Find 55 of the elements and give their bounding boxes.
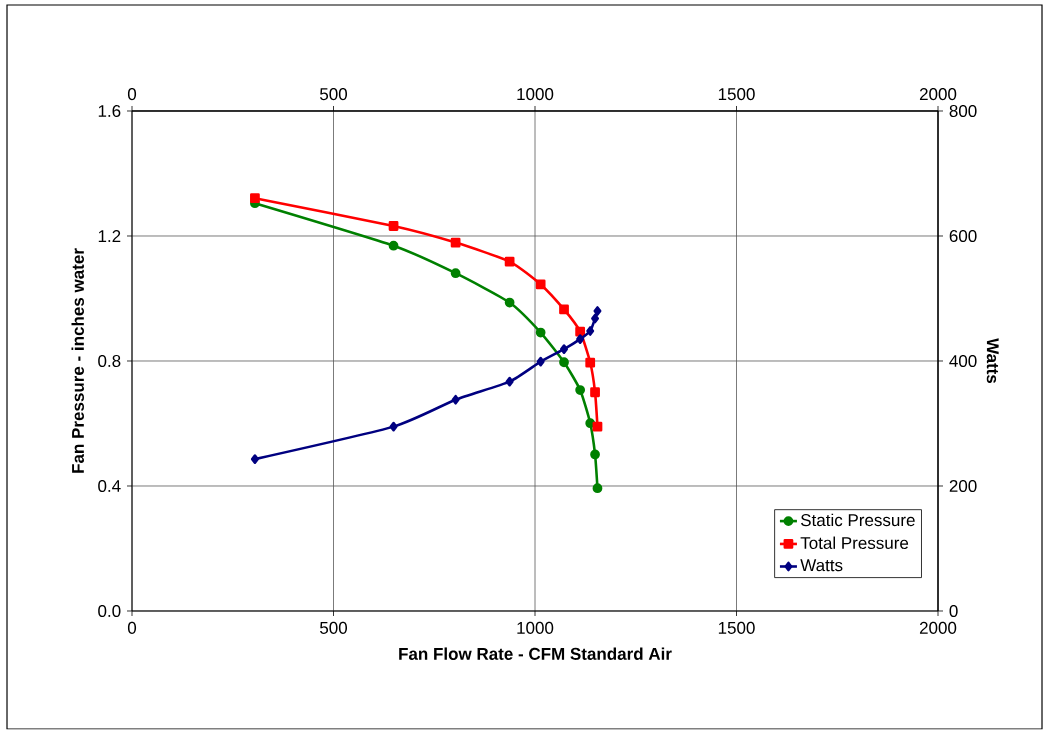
y-axis-title: Fan Pressure - inches water xyxy=(71,248,84,473)
point xyxy=(585,357,596,368)
point xyxy=(450,237,461,248)
point xyxy=(585,418,596,429)
point xyxy=(250,193,260,204)
point xyxy=(592,483,603,494)
legend-label: Static Pressure xyxy=(800,513,915,527)
y2-tick-label: 200 xyxy=(949,480,977,493)
y-tick-label: 1.2 xyxy=(98,230,121,243)
x2-tick-label: 500 xyxy=(320,88,348,101)
point xyxy=(535,327,546,338)
point xyxy=(389,421,398,432)
point xyxy=(591,313,600,324)
y2-tick-label: 400 xyxy=(949,355,977,368)
point xyxy=(559,304,569,315)
y-tick-label: 1.6 xyxy=(98,105,121,118)
point xyxy=(586,326,595,337)
point xyxy=(575,385,586,396)
point xyxy=(576,334,585,345)
y2-axis-title: Watts xyxy=(986,338,999,384)
point xyxy=(590,387,600,398)
point xyxy=(450,268,461,279)
point xyxy=(590,449,600,460)
point xyxy=(505,376,514,387)
y-tick-label: 0.8 xyxy=(98,355,121,368)
point xyxy=(560,344,569,355)
y2-tick-label: 0 xyxy=(949,605,958,618)
point xyxy=(575,326,586,337)
x-tick-label: 500 xyxy=(320,622,348,635)
point xyxy=(250,454,259,465)
x2-tick-label: 0 xyxy=(127,88,137,101)
legend-label: Total Pressure xyxy=(800,536,909,550)
point xyxy=(504,256,515,267)
x-tick-label: 2000 xyxy=(919,622,957,635)
point xyxy=(451,395,460,405)
y2-tick-label: 600 xyxy=(949,230,977,243)
point xyxy=(536,356,545,367)
x-tick-label: 1000 xyxy=(517,622,554,635)
point xyxy=(388,221,399,232)
y2-tick-label: 800 xyxy=(949,105,977,118)
x-axis-title: Fan Flow Rate - CFM Standard Air xyxy=(399,647,672,661)
point xyxy=(535,279,546,290)
point xyxy=(592,421,603,432)
point xyxy=(504,297,515,308)
y-tick-label: 0.0 xyxy=(98,605,121,618)
x2-tick-label: 1000 xyxy=(517,88,554,101)
y-tick-label: 0.4 xyxy=(98,480,121,493)
x2-tick-label: 1500 xyxy=(718,88,755,101)
x-tick-label: 1500 xyxy=(718,622,755,635)
x2-tick-label: 2000 xyxy=(919,88,957,101)
point xyxy=(388,241,399,251)
x-tick-label: 0 xyxy=(127,622,137,635)
point xyxy=(559,357,569,368)
legend-label: Watts xyxy=(800,559,843,572)
point xyxy=(593,306,602,317)
